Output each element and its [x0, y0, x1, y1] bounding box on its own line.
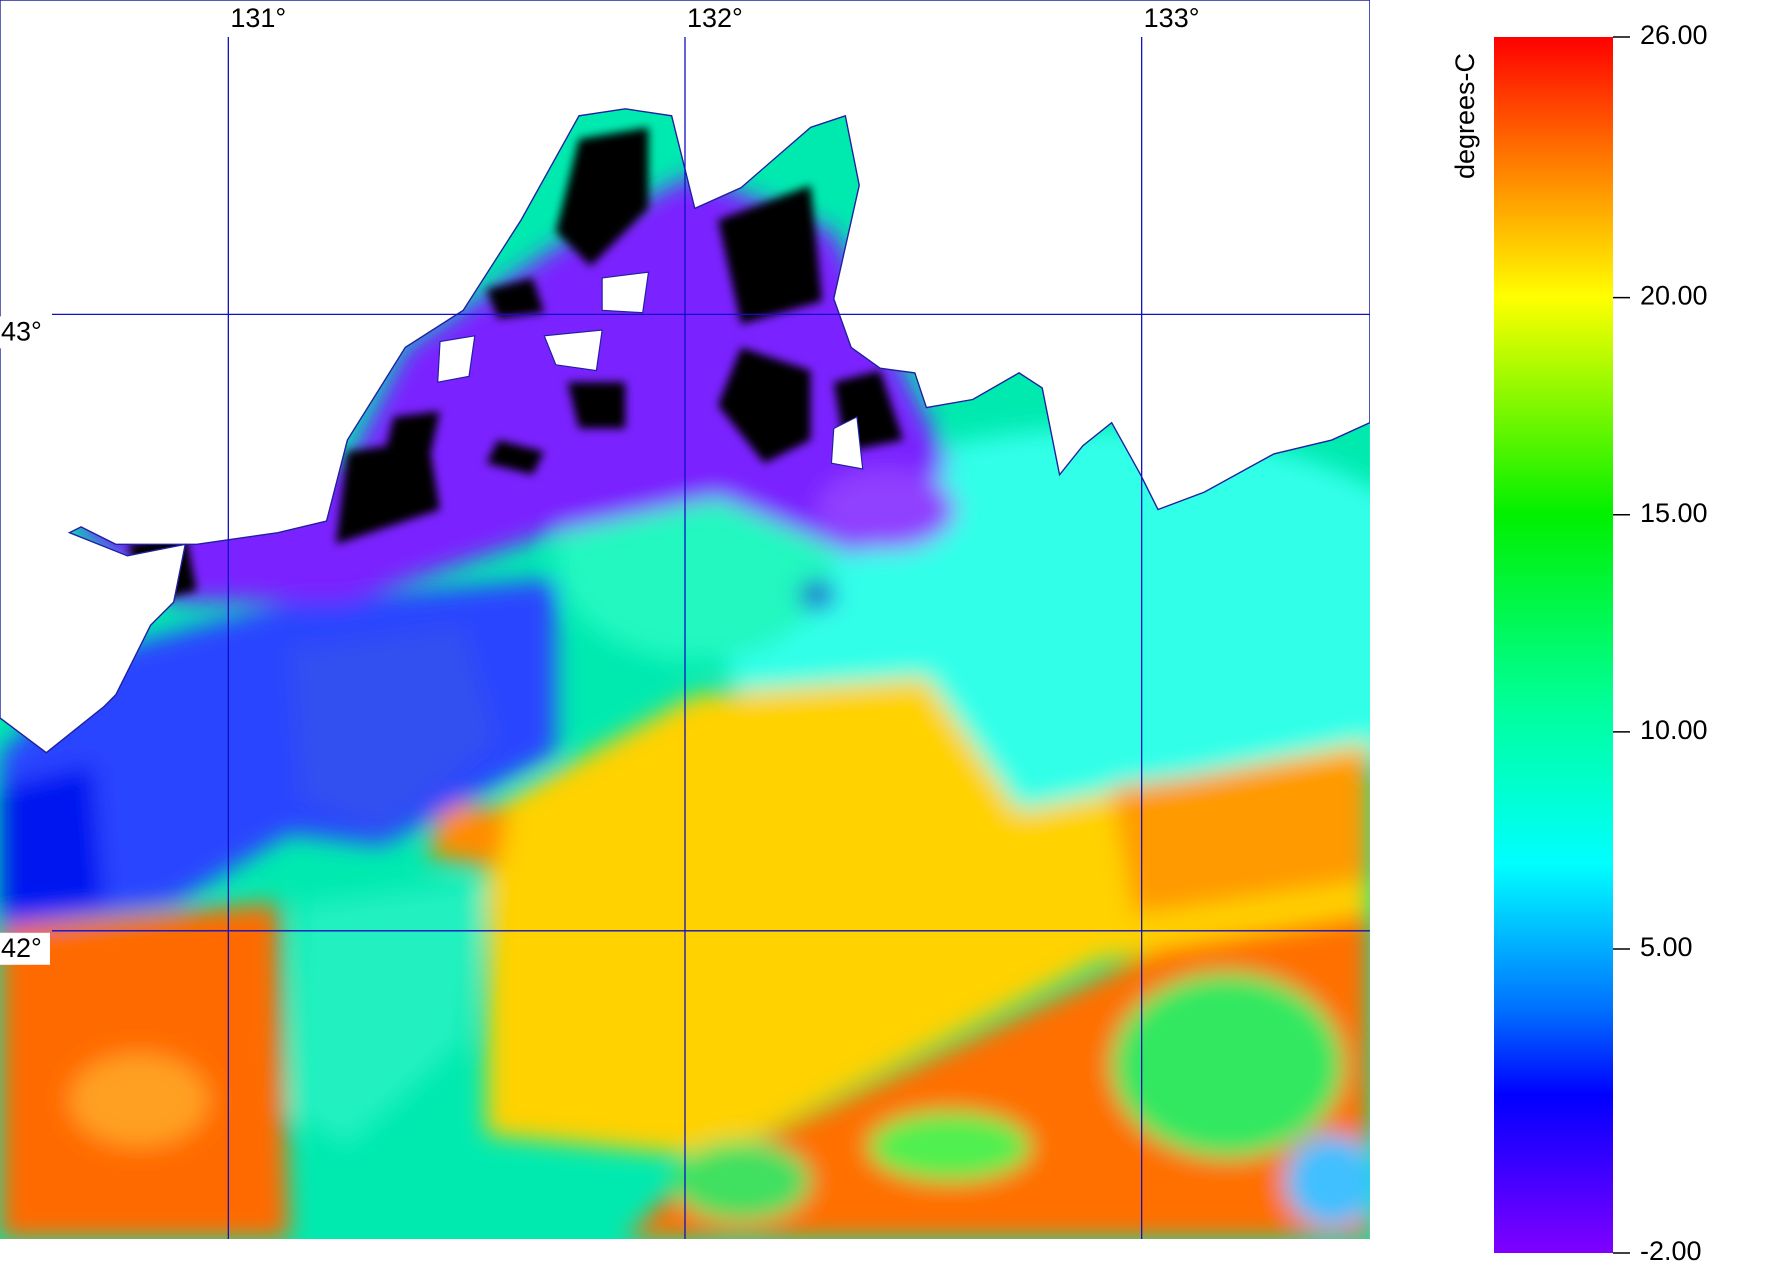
lat-label-bg: [0, 316, 50, 349]
sst-field: [0, 0, 1370, 1239]
colorbar: [1494, 37, 1613, 1253]
lat-label: 42°: [1, 933, 42, 963]
colorbar-label: degrees-C: [1450, 53, 1480, 179]
colorbar-tick-label: 20.00: [1640, 281, 1708, 311]
lat-label: 43°: [1, 316, 42, 346]
lon-label: 133°: [1144, 3, 1200, 33]
lat-label-bg: [0, 932, 50, 965]
colorbar-tick-label: 5.00: [1640, 932, 1693, 962]
axis-labels: 131° 132° 133° 43° 42°: [0, 3, 1200, 965]
graticule: [52, 37, 1370, 1239]
lon-label: 132°: [687, 3, 743, 33]
lon-label: 131°: [230, 3, 286, 33]
colorbar-tick-label: 15.00: [1640, 498, 1708, 528]
land: [0, 0, 1370, 754]
colorbar-tick-label: 10.00: [1640, 715, 1708, 745]
colorbar-tick-label: -2.00: [1640, 1236, 1702, 1266]
colorbar-tick-label: 26.00: [1640, 20, 1708, 50]
